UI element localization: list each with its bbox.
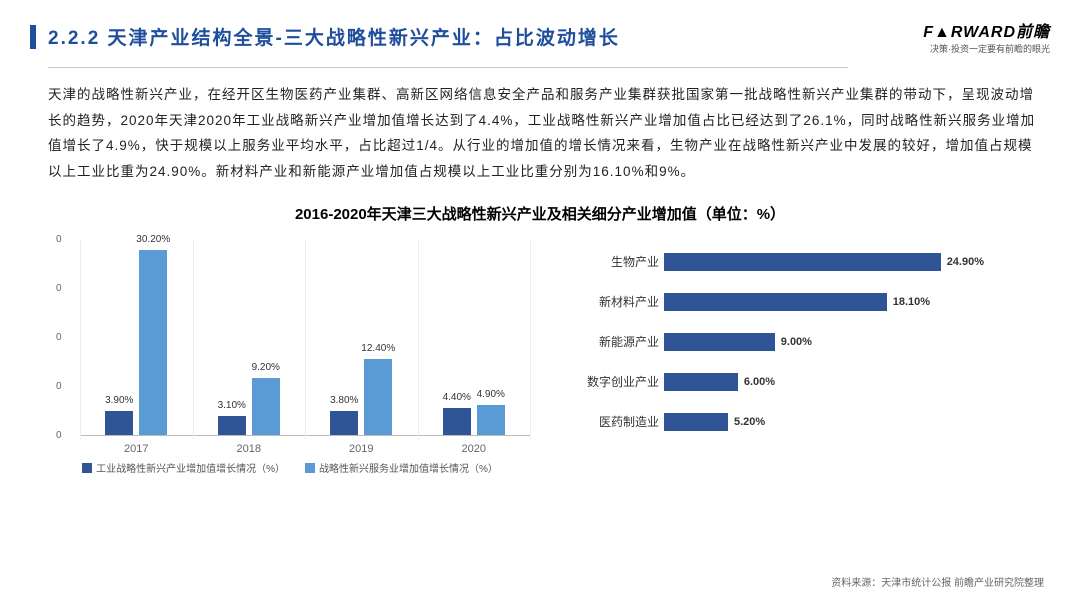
gridline: [80, 240, 81, 441]
hbar-value-label: 9.00%: [781, 336, 812, 348]
bar-group: 3.90%30.20%2017: [88, 250, 184, 435]
gridline: [193, 240, 194, 441]
legend-swatch: [305, 463, 315, 473]
legend-item: 工业战略性新兴产业增加值增长情况（%）: [82, 460, 285, 475]
bar-value-label: 4.90%: [477, 389, 505, 400]
gridline: [305, 240, 306, 441]
bar: 4.40%: [443, 408, 471, 435]
hbar-label: 数字创业产业: [569, 373, 659, 390]
bar: 30.20%: [139, 250, 167, 435]
bar-value-label: 3.10%: [218, 400, 246, 411]
hbar-label: 医药制造业: [569, 413, 659, 430]
section-number: 2.2.2: [48, 28, 100, 49]
y-tick: 0: [56, 430, 62, 441]
legend-item: 战略性新兴服务业增加值增长情况（%）: [305, 460, 498, 475]
bar: 12.40%: [364, 359, 392, 435]
gridline: [530, 240, 531, 441]
hbar-value-label: 5.20%: [734, 416, 765, 428]
hbar: [664, 413, 728, 431]
hbar-label: 新能源产业: [569, 333, 659, 350]
title-accent-bar: [30, 25, 36, 49]
gridline: [418, 240, 419, 441]
hbar: [664, 373, 738, 391]
y-tick: 0: [56, 381, 62, 392]
grouped-bar-chart: 000003.90%30.20%20173.10%9.20%20183.80%1…: [40, 230, 540, 490]
bar-group: 3.80%12.40%2019: [313, 359, 409, 435]
hbar-label: 生物产业: [569, 253, 659, 270]
hbar: [664, 333, 775, 351]
bar: 4.90%: [477, 405, 505, 435]
hbar-label: 新材料产业: [569, 293, 659, 310]
bar-value-label: 3.80%: [330, 395, 358, 406]
legend-label: 工业战略性新兴产业增加值增长情况（%）: [96, 460, 285, 475]
section-title: 2.2.2 天津产业结构全景-三大战略性新兴产业：占比波动增长: [48, 23, 620, 50]
section-title-text: 天津产业结构全景-三大战略性新兴产业：占比波动增长: [108, 28, 620, 49]
bar: 3.90%: [105, 411, 133, 435]
logo-main-text: F▲RWARD前瞻: [923, 18, 1050, 42]
hbar: [664, 293, 887, 311]
page-header: 2.2.2 天津产业结构全景-三大战略性新兴产业：占比波动增长 F▲RWARD前…: [0, 0, 1080, 63]
y-tick: 0: [56, 332, 62, 343]
y-tick: 0: [56, 234, 62, 245]
bar-value-label: 12.40%: [361, 343, 395, 354]
hbar-value-label: 24.90%: [947, 256, 984, 268]
legend-label: 战略性新兴服务业增加值增长情况（%）: [319, 460, 498, 475]
bar: 9.20%: [252, 378, 280, 434]
hbar-row: 新材料产业18.10%: [664, 282, 984, 322]
chart-legend: 工业战略性新兴产业增加值增长情况（%） 战略性新兴服务业增加值增长情况（%）: [40, 460, 540, 476]
hbar-row: 生物产业24.90%: [664, 242, 984, 282]
bar-value-label: 3.90%: [105, 395, 133, 406]
hbar-row: 数字创业产业6.00%: [664, 362, 984, 402]
brand-logo: F▲RWARD前瞻 决策·投资一定要有前瞻的眼光: [923, 18, 1050, 55]
bar-value-label: 4.40%: [443, 392, 471, 403]
hbar-row: 新能源产业9.00%: [664, 322, 984, 362]
x-tick: 2020: [426, 443, 522, 455]
x-tick: 2017: [88, 443, 184, 455]
hbar: [664, 253, 941, 271]
bar-group: 3.10%9.20%2018: [201, 378, 297, 434]
body-paragraph: 天津的战略性新兴产业，在经开区生物医药产业集群、高新区网络信息安全产品和服务产业…: [0, 68, 1080, 185]
legend-swatch: [82, 463, 92, 473]
hbar-row: 医药制造业5.20%: [664, 402, 984, 442]
bar-group: 4.40%4.90%2020: [426, 405, 522, 435]
bar-value-label: 30.20%: [136, 234, 170, 245]
horizontal-bar-chart: 生物产业24.90%新材料产业18.10%新能源产业9.00%数字创业产业6.0…: [564, 230, 1044, 490]
x-tick: 2018: [201, 443, 297, 455]
chart-title: 2016-2020年天津三大战略性新兴产业及相关细分产业增加值（单位：%）: [0, 203, 1080, 224]
hbar-value-label: 18.10%: [893, 296, 930, 308]
y-tick: 0: [56, 283, 62, 294]
bar: 3.10%: [218, 416, 246, 435]
source-citation: 资料来源：天津市统计公报 前瞻产业研究院整理: [831, 574, 1044, 589]
bar: 3.80%: [330, 411, 358, 434]
bar-value-label: 9.20%: [252, 362, 280, 373]
charts-container: 000003.90%30.20%20173.10%9.20%20183.80%1…: [0, 224, 1080, 490]
x-tick: 2019: [313, 443, 409, 455]
hbar-value-label: 6.00%: [744, 376, 775, 388]
logo-subtitle: 决策·投资一定要有前瞻的眼光: [923, 42, 1050, 55]
